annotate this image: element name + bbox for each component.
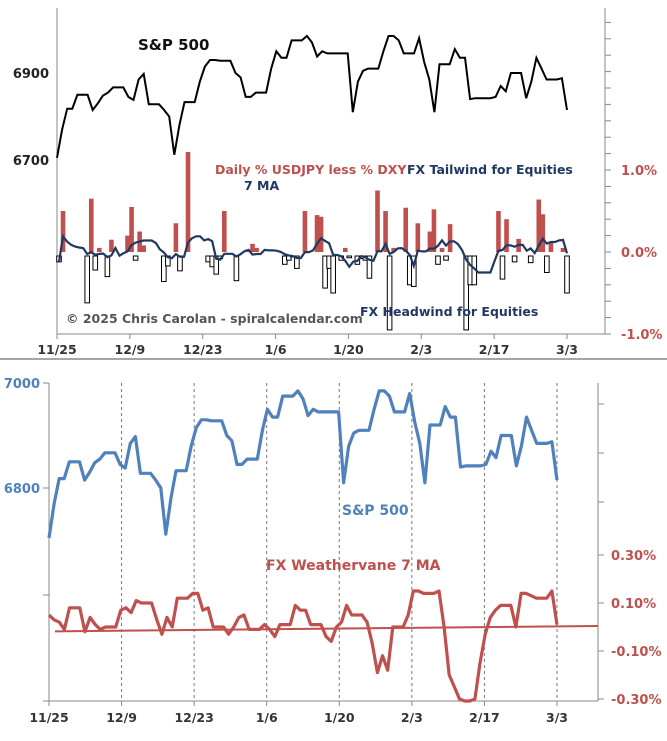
tailwind-label: FX Tailwind for Equities — [407, 162, 573, 177]
positive-diff-bar — [109, 239, 114, 252]
top-left-tick-label: 6900 — [13, 67, 49, 82]
bottom-x-tick-label: 1/6 — [256, 710, 278, 725]
bottom-sp-label: S&P 500 — [342, 503, 409, 519]
positive-diff-bar — [548, 241, 554, 252]
bottom-x-tick-label: 2/17 — [469, 710, 500, 725]
positive-diff-bar — [504, 219, 509, 252]
positive-diff-bar — [540, 214, 546, 252]
positive-diff-bar — [88, 198, 94, 252]
positive-diff-bar — [403, 207, 409, 252]
top-right-tick-label: -1.0% — [621, 328, 662, 343]
negative-diff-bar — [386, 255, 393, 331]
bottom-x-tick-label: 12/23 — [174, 710, 213, 725]
negative-diff-bar — [410, 255, 417, 287]
positive-diff-bar — [427, 231, 433, 252]
weathervane-line — [47, 589, 559, 703]
sp500-line — [56, 34, 568, 158]
positive-diff-bar — [415, 223, 421, 252]
top-title: S&P 500 — [138, 36, 209, 54]
positive-diff-bar — [342, 247, 348, 252]
top-right-tick-label: 0.0% — [621, 246, 657, 261]
bottom-left-tick-label: 7000 — [4, 377, 40, 392]
negative-diff-bar — [435, 255, 441, 265]
positive-diff-bar — [431, 209, 437, 252]
top-x-tick-label: 11/25 — [37, 342, 76, 357]
top-x-tick-label: 12/9 — [115, 342, 146, 357]
negative-diff-bar — [499, 255, 506, 280]
negative-diff-bar — [294, 255, 300, 269]
negative-diff-bar — [366, 255, 373, 279]
bottom-left-tick-label: 6800 — [4, 482, 40, 497]
positive-diff-bar — [254, 247, 259, 252]
positive-diff-bar — [222, 211, 227, 252]
positive-diff-bar — [173, 223, 179, 252]
negative-diff-bar — [84, 255, 91, 304]
positive-diff-bar — [496, 211, 501, 252]
top-x-tick-label: 1/20 — [333, 342, 364, 357]
top-panel: 11/25 12/9 12/23 1/6 1/20 2/3 2/17 3/3 6900 6700… — [13, 8, 662, 357]
negative-diff-bar — [463, 255, 470, 331]
bars-label: Daily % USDJPY less % DXY — [215, 162, 407, 177]
bottom-panel: 11/25 12/9 12/23 1/6 1/20 2/3 2/17 3/3 7000 6800… — [4, 377, 662, 725]
positive-diff-bar — [536, 199, 542, 252]
positive-diff-bar — [391, 247, 396, 252]
bottom-right-tick-label: 0.10% — [611, 597, 656, 612]
positive-diff-bar — [141, 245, 146, 252]
negative-diff-bar — [233, 255, 240, 282]
positive-diff-bar — [318, 216, 324, 252]
negative-diff-bar — [161, 255, 167, 283]
bottom-x-tick-label: 12/9 — [106, 710, 137, 725]
ma-label: 7 MA — [244, 178, 279, 193]
bottom-x-tick-label: 2/3 — [401, 710, 423, 725]
bottom-right-tick-label: 0.30% — [611, 549, 656, 564]
positive-diff-bar — [375, 190, 380, 252]
negative-diff-bar — [132, 255, 139, 261]
top-x-tick-label: 1/6 — [265, 342, 287, 357]
negative-diff-bar — [322, 255, 328, 289]
bottom-x-tick-label: 1/20 — [324, 710, 355, 725]
weathervane-trendline — [54, 625, 599, 633]
bottom-right-tick-label: -0.10% — [611, 645, 662, 660]
bottom-x-tick-label: 3/3 — [546, 710, 568, 725]
copyright-label: © 2025 Chris Carolan - spiralcalendar.co… — [66, 311, 363, 326]
positive-diff-bar — [129, 206, 134, 252]
positive-diff-bar — [60, 211, 66, 252]
headwind-label: FX Headwind for Equities — [360, 304, 538, 319]
top-right-tick-label: 1.0% — [621, 164, 657, 179]
positive-diff-bar — [439, 247, 445, 252]
negative-diff-bar — [527, 255, 534, 264]
bottom-sp500-line — [47, 389, 559, 539]
top-x-tick-label: 2/3 — [410, 342, 432, 357]
negative-diff-bar — [544, 255, 550, 273]
negative-diff-bar — [330, 255, 336, 294]
top-left-tick-label: 6700 — [13, 154, 49, 169]
negative-diff-bar — [564, 255, 570, 294]
ma-7-line — [57, 233, 569, 274]
top-x-tick-label: 3/3 — [556, 342, 578, 357]
positive-diff-bar — [560, 247, 566, 252]
positive-diff-bar — [302, 211, 308, 252]
positive-diff-bar — [250, 243, 255, 252]
negative-diff-bar — [104, 255, 111, 278]
positive-diff-bar — [125, 235, 130, 252]
negative-diff-bar — [92, 255, 99, 271]
negative-diff-bar — [511, 255, 518, 263]
positive-diff-bar — [314, 215, 320, 252]
top-x-tick-label: 12/23 — [183, 342, 222, 357]
positive-diff-bar — [447, 224, 453, 252]
bottom-right-tick-label: -0.30% — [611, 693, 662, 708]
negative-diff-bar — [346, 255, 353, 259]
negative-diff-bar — [443, 255, 449, 261]
top-x-tick-label: 2/17 — [479, 342, 510, 357]
weathervane-label: FX Weathervane 7 MA — [266, 558, 441, 574]
positive-diff-bar — [97, 247, 102, 252]
bottom-x-tick-label: 11/25 — [29, 710, 68, 725]
negative-diff-bar — [177, 255, 183, 272]
positive-diff-bar — [383, 211, 388, 252]
positive-diff-bar — [185, 151, 191, 252]
